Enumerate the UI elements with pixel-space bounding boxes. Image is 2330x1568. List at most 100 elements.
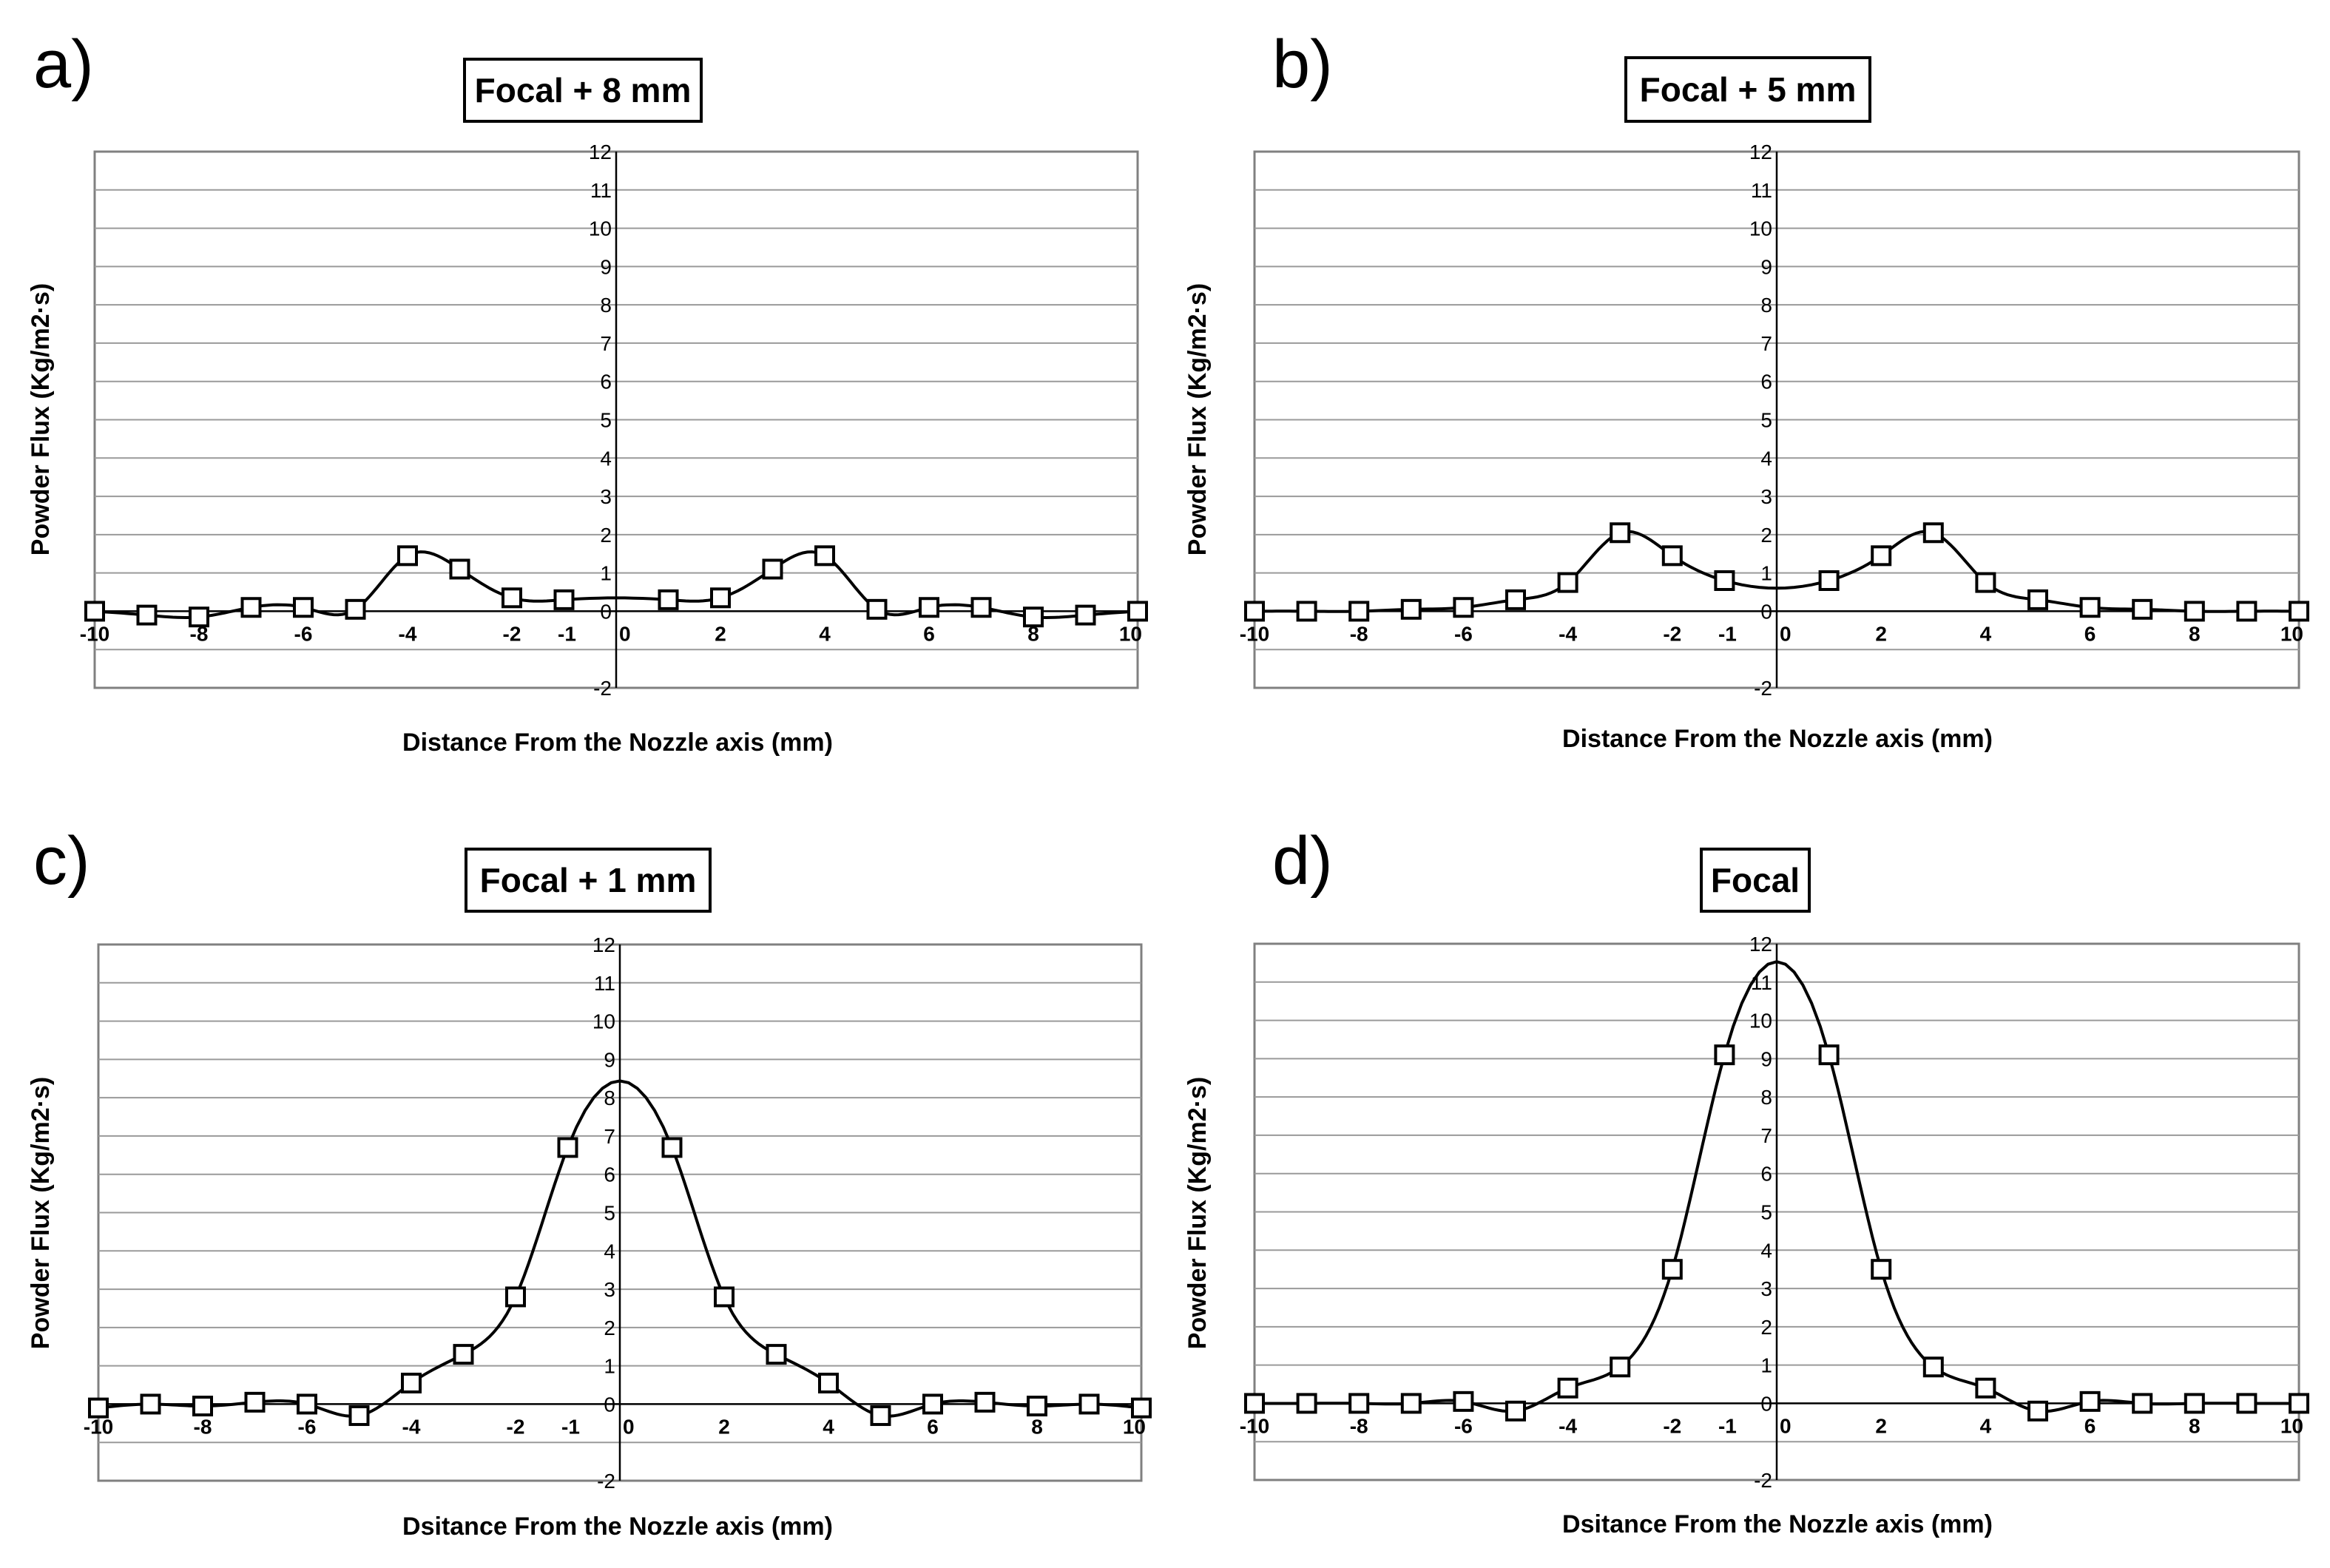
data-point: [1818, 1044, 1840, 1066]
y-axis-title: Powder Flux (Kg/m2·s): [1183, 1077, 1212, 1349]
data-point: [1296, 601, 1317, 622]
data-point: [453, 1344, 474, 1365]
y-axis-title: Powder Flux (Kg/m2·s): [27, 283, 55, 555]
data-point: [1453, 1390, 1474, 1412]
x-tick-label: 10: [2280, 1414, 2303, 1437]
x-axis-title: Distance From the Nozzle axis (mm): [402, 729, 833, 757]
x-tick-label: -6: [1454, 1414, 1473, 1437]
data-point: [766, 1344, 787, 1365]
chart-title-box: [1700, 848, 1811, 913]
y-tick-label: 6: [604, 1163, 615, 1186]
x-tick-label: 10: [1119, 622, 1142, 645]
x-tick-label: 2: [718, 1415, 730, 1438]
y-tick-label: -2: [597, 1470, 615, 1493]
x-tick-label: 8: [2189, 622, 2201, 645]
chart-title: Focal + 1 mm: [480, 861, 697, 899]
y-tick-label: 7: [1760, 1124, 1772, 1147]
data-point: [658, 589, 679, 610]
y-tick-label: 6: [1760, 371, 1772, 393]
data-point: [244, 1391, 266, 1413]
x-tick-label: 4: [819, 622, 831, 645]
x-tick-label: 6: [927, 1415, 939, 1438]
y-tick-label: 11: [594, 972, 615, 995]
data-point: [1400, 598, 1422, 620]
data-point: [140, 1393, 161, 1415]
x-tick-label: -8: [194, 1415, 212, 1438]
data-point: [1610, 522, 1631, 544]
y-tick-label: 2: [1760, 524, 1772, 547]
data-point: [2184, 601, 2205, 622]
data-point: [1557, 1377, 1578, 1399]
data-point: [348, 1405, 370, 1426]
y-tick-label: 2: [604, 1317, 615, 1339]
data-point: [2236, 601, 2258, 622]
chart-title-box: [463, 58, 703, 123]
data-point: [2289, 1393, 2309, 1414]
data-point: [1127, 601, 1148, 622]
y-tick-label: 12: [1749, 141, 1772, 163]
data-point: [557, 1137, 578, 1158]
data-point: [2027, 1400, 2048, 1422]
data-point: [1131, 1397, 1152, 1419]
data-point: [1714, 570, 1735, 591]
data-point: [297, 1393, 317, 1415]
y-tick-label: 1: [600, 562, 612, 585]
y-tick-label: 9: [600, 255, 612, 278]
x-tick-label: -2: [1663, 622, 1681, 645]
data-point: [919, 597, 939, 618]
x-tick-label: -4: [1559, 622, 1577, 645]
x-tick-label: -6: [1454, 622, 1473, 645]
data-point: [1871, 545, 1892, 567]
data-point: [1975, 1377, 1996, 1399]
x-tick-label: 4: [823, 1415, 834, 1438]
data-point: [818, 1372, 839, 1393]
panel-label: c): [33, 823, 90, 899]
y-tick-label: 12: [1749, 933, 1772, 956]
data-point: [970, 597, 992, 618]
y-tick-label: -2: [1754, 677, 1772, 700]
x-tick-label: -10: [1240, 622, 1269, 645]
x-tick-label: -2: [503, 622, 521, 645]
y-tick-label: 9: [1760, 255, 1772, 278]
y-tick-label: 3: [604, 1278, 615, 1301]
data-point: [1348, 1393, 1370, 1414]
data-point: [502, 587, 522, 609]
y-tick-label: 0: [600, 600, 612, 623]
y-tick-label: 7: [600, 332, 612, 355]
y-tick-label: 1: [1760, 1354, 1772, 1377]
y-tick-label: -2: [593, 677, 612, 700]
y-tick-label: 8: [600, 294, 612, 317]
y-tick-label: 2: [600, 524, 612, 547]
data-point: [345, 598, 366, 620]
data-point: [2079, 597, 2101, 618]
data-point: [1400, 1393, 1422, 1414]
data-point: [1453, 597, 1474, 618]
y-tick-label: 8: [1760, 294, 1772, 317]
y-tick-label: 9: [604, 1048, 615, 1071]
y-tick-label: 7: [604, 1125, 615, 1148]
data-point: [870, 1405, 891, 1426]
y-tick-label: 1: [604, 1355, 615, 1378]
y-tick-label: 11: [1751, 971, 1772, 994]
data-point: [1661, 545, 1683, 567]
data-point: [714, 1286, 735, 1308]
y-tick-label: 4: [1760, 447, 1772, 470]
x-tick-label: -4: [1559, 1414, 1577, 1437]
data-point: [1871, 1259, 1892, 1280]
data-point: [505, 1286, 526, 1308]
x-tick-label: 2: [1875, 1414, 1887, 1437]
y-axis-title: Powder Flux (Kg/m2·s): [27, 1077, 55, 1349]
data-point: [1027, 1396, 1047, 1417]
data-point: [2132, 1393, 2153, 1414]
x-tick-label: -6: [298, 1415, 317, 1438]
x-tick-label: 0: [623, 1415, 635, 1438]
y-tick-label: 4: [604, 1240, 615, 1263]
x-tick-label: 8: [1031, 1415, 1043, 1438]
x-tick-label: -8: [1350, 622, 1368, 645]
data-point: [192, 1396, 213, 1417]
y-tick-label: -2: [1754, 1469, 1772, 1492]
y-tick-label: 4: [600, 447, 612, 470]
